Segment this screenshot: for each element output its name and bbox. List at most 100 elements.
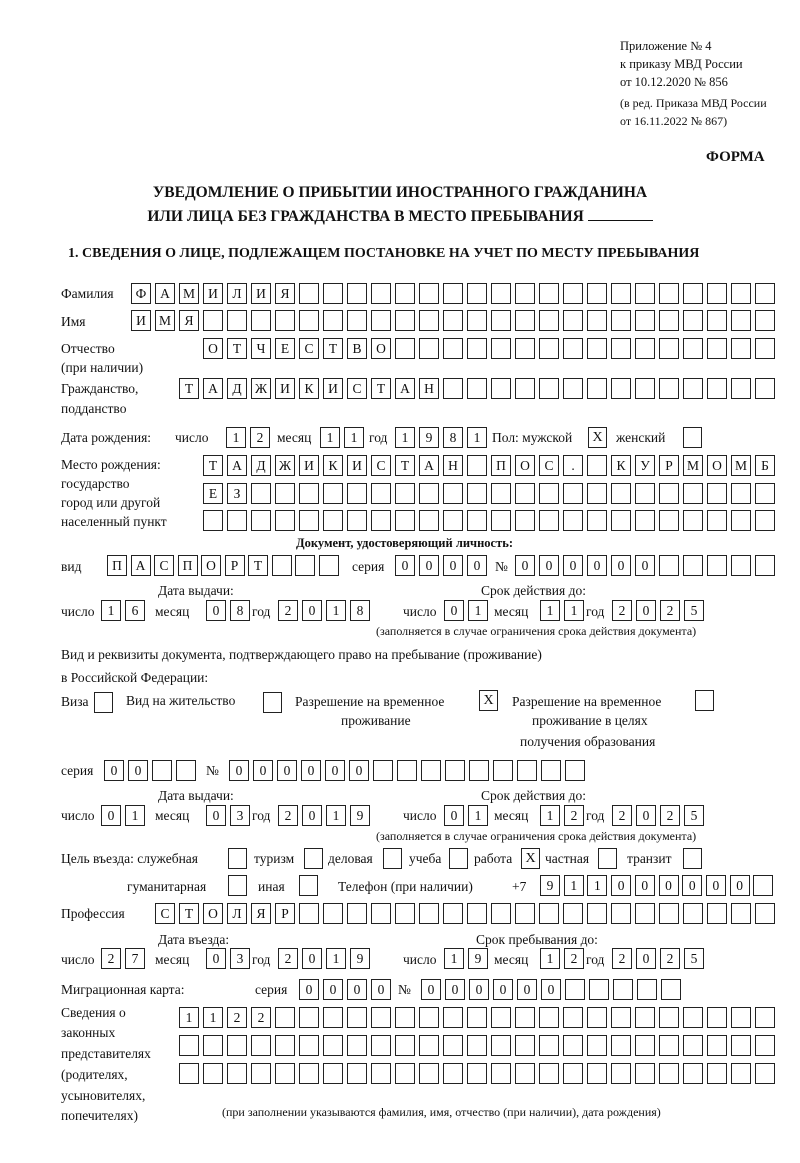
char-cell[interactable] xyxy=(563,510,583,531)
char-cell[interactable]: Я xyxy=(275,283,295,304)
char-cell[interactable]: О xyxy=(707,455,727,476)
char-cell[interactable]: А xyxy=(395,378,415,399)
char-cell[interactable]: И xyxy=(299,455,319,476)
char-cell[interactable] xyxy=(371,310,391,331)
char-cell[interactable]: 1 xyxy=(125,805,145,826)
char-cell[interactable]: 5 xyxy=(684,600,704,621)
char-cell[interactable] xyxy=(563,310,583,331)
purpose-private-checkbox[interactable] xyxy=(598,848,617,869)
char-cell[interactable] xyxy=(611,510,631,531)
char-cell[interactable] xyxy=(227,310,247,331)
char-cell[interactable] xyxy=(347,483,367,504)
char-cell[interactable]: 0 xyxy=(349,760,369,781)
char-cell[interactable] xyxy=(635,903,655,924)
char-cell[interactable]: А xyxy=(155,283,175,304)
char-cell[interactable] xyxy=(635,1035,655,1056)
char-cell[interactable]: 2 xyxy=(660,948,680,969)
char-cell[interactable] xyxy=(683,1035,703,1056)
char-cell[interactable] xyxy=(587,1063,607,1084)
char-cell[interactable] xyxy=(395,903,415,924)
purpose-tourism-checkbox[interactable] xyxy=(304,848,323,869)
char-cell[interactable] xyxy=(753,875,774,896)
char-cell[interactable] xyxy=(611,378,631,399)
char-cell[interactable]: 2 xyxy=(278,805,298,826)
char-cell[interactable]: 0 xyxy=(515,555,535,576)
char-cell[interactable]: С xyxy=(347,378,367,399)
char-cell[interactable] xyxy=(635,510,655,531)
char-cell[interactable] xyxy=(541,760,561,781)
char-cell[interactable]: М xyxy=(731,455,751,476)
char-cell[interactable] xyxy=(419,338,439,359)
char-cell[interactable] xyxy=(659,903,679,924)
char-cell[interactable]: М xyxy=(179,283,199,304)
char-cell[interactable] xyxy=(419,1035,439,1056)
char-cell[interactable]: 9 xyxy=(350,805,370,826)
char-cell[interactable] xyxy=(635,1063,655,1084)
char-cell[interactable]: К xyxy=(323,455,343,476)
temp-residence-checkbox[interactable]: X xyxy=(479,690,498,711)
char-cell[interactable]: 1 xyxy=(101,600,121,621)
char-cell[interactable] xyxy=(707,510,727,531)
char-cell[interactable]: 0 xyxy=(635,555,655,576)
char-cell[interactable] xyxy=(469,760,489,781)
char-cell[interactable]: П xyxy=(177,555,198,576)
char-cell[interactable]: 1 xyxy=(540,600,560,621)
char-cell[interactable] xyxy=(563,1063,583,1084)
char-cell[interactable] xyxy=(539,1063,559,1084)
char-cell[interactable] xyxy=(227,1035,247,1056)
char-cell[interactable] xyxy=(565,760,585,781)
char-cell[interactable] xyxy=(275,510,295,531)
char-cell[interactable]: М xyxy=(683,455,703,476)
char-cell[interactable]: 0 xyxy=(636,948,656,969)
char-cell[interactable] xyxy=(445,760,465,781)
char-cell[interactable] xyxy=(347,1035,367,1056)
char-cell[interactable]: А xyxy=(203,378,223,399)
char-cell[interactable] xyxy=(419,283,439,304)
char-cell[interactable] xyxy=(515,483,535,504)
char-cell[interactable] xyxy=(587,310,607,331)
char-cell[interactable]: 0 xyxy=(636,600,656,621)
female-checkbox[interactable] xyxy=(683,427,702,448)
char-cell[interactable] xyxy=(539,283,559,304)
char-cell[interactable] xyxy=(611,903,631,924)
purpose-official-checkbox[interactable] xyxy=(228,848,247,869)
char-cell[interactable]: 0 xyxy=(517,979,537,1000)
char-cell[interactable] xyxy=(227,510,247,531)
char-cell[interactable]: С xyxy=(299,338,319,359)
char-cell[interactable] xyxy=(176,760,196,781)
char-cell[interactable] xyxy=(491,903,511,924)
char-cell[interactable]: 0 xyxy=(101,805,121,826)
char-cell[interactable] xyxy=(683,1007,703,1028)
char-cell[interactable]: Ч xyxy=(251,338,271,359)
temp-edu-checkbox[interactable] xyxy=(695,690,714,711)
char-cell[interactable] xyxy=(731,510,751,531)
char-cell[interactable] xyxy=(299,510,319,531)
char-cell[interactable] xyxy=(419,1007,439,1028)
char-cell[interactable] xyxy=(659,555,679,576)
char-cell[interactable] xyxy=(539,310,559,331)
char-cell[interactable]: 1 xyxy=(468,805,488,826)
male-checkbox[interactable]: X xyxy=(588,427,607,448)
char-cell[interactable]: К xyxy=(299,378,319,399)
char-cell[interactable]: 1 xyxy=(203,1007,223,1028)
char-cell[interactable]: А xyxy=(227,455,247,476)
residence-checkbox[interactable] xyxy=(263,692,282,713)
char-cell[interactable] xyxy=(323,310,343,331)
char-cell[interactable]: Б xyxy=(755,455,775,476)
char-cell[interactable]: П xyxy=(107,555,127,576)
char-cell[interactable] xyxy=(587,378,607,399)
char-cell[interactable] xyxy=(611,1063,631,1084)
char-cell[interactable]: 0 xyxy=(229,760,249,781)
char-cell[interactable] xyxy=(635,483,655,504)
char-cell[interactable]: 1 xyxy=(326,600,346,621)
char-cell[interactable]: И xyxy=(275,378,295,399)
char-cell[interactable] xyxy=(755,555,775,576)
char-cell[interactable] xyxy=(683,338,703,359)
char-cell[interactable] xyxy=(683,510,703,531)
char-cell[interactable] xyxy=(755,310,775,331)
char-cell[interactable]: Ж xyxy=(275,455,295,476)
char-cell[interactable] xyxy=(755,1035,775,1056)
char-cell[interactable] xyxy=(491,1007,511,1028)
char-cell[interactable] xyxy=(275,1063,295,1084)
char-cell[interactable] xyxy=(323,510,343,531)
